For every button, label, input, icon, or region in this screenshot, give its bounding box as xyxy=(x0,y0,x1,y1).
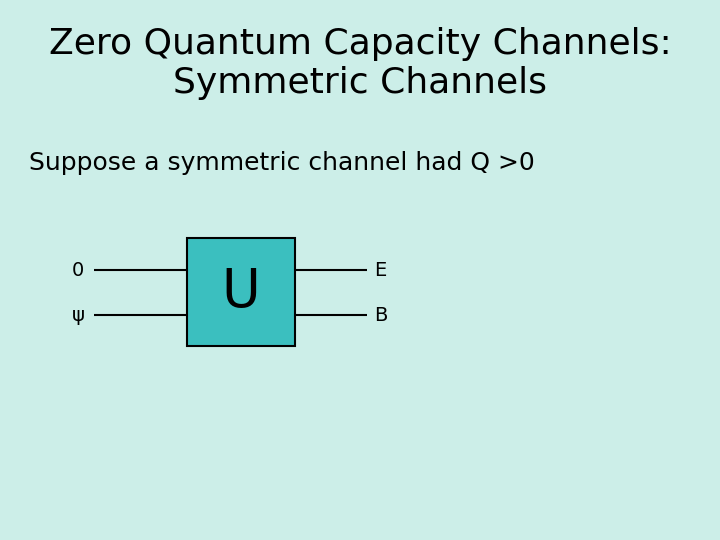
Text: B: B xyxy=(374,306,388,325)
Text: E: E xyxy=(374,260,387,280)
Bar xyxy=(187,238,295,346)
Text: Zero Quantum Capacity Channels:
Symmetric Channels: Zero Quantum Capacity Channels: Symmetri… xyxy=(49,27,671,100)
Text: U: U xyxy=(222,266,261,318)
Text: Suppose a symmetric channel had Q >0: Suppose a symmetric channel had Q >0 xyxy=(29,151,534,175)
Text: ψ: ψ xyxy=(72,306,85,325)
Text: 0: 0 xyxy=(72,260,84,280)
